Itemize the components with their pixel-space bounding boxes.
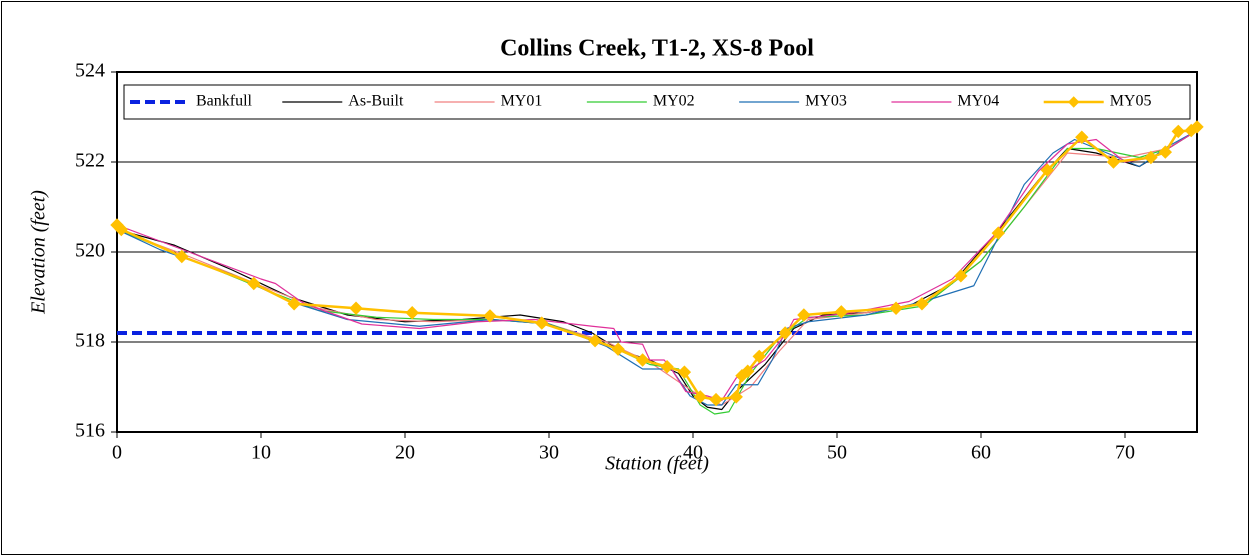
data-point xyxy=(1171,124,1185,139)
data-point xyxy=(114,222,129,237)
data-point xyxy=(954,269,968,283)
data-point xyxy=(287,297,301,311)
y-tick-label: 524 xyxy=(75,60,105,82)
data-point xyxy=(1158,145,1173,159)
legend-label: MY02 xyxy=(653,93,695,110)
series-line xyxy=(116,129,1198,402)
data-point xyxy=(1040,163,1054,177)
legend-label: MY03 xyxy=(805,93,847,110)
x-tick-label: 30 xyxy=(539,442,559,464)
data-point xyxy=(729,390,743,404)
y-tick-label: 522 xyxy=(75,150,105,172)
data-point xyxy=(889,301,903,315)
x-tick-label: 70 xyxy=(1115,442,1135,464)
legend-label: Bankfull xyxy=(196,93,253,110)
data-point xyxy=(709,392,723,407)
legend-label: MY04 xyxy=(957,93,999,110)
data-point xyxy=(1144,150,1158,165)
data-point xyxy=(991,226,1005,240)
data-point xyxy=(175,249,189,264)
data-point xyxy=(349,301,363,315)
legend-label: As-Built xyxy=(348,93,404,110)
chart-title: Collins Creek, T1-2, XS-8 Pool xyxy=(500,36,814,62)
data-point xyxy=(588,333,602,348)
x-tick-label: 40 xyxy=(683,442,703,464)
data-point xyxy=(1106,155,1121,169)
data-point xyxy=(693,390,707,404)
x-axis-label: Station (feet) xyxy=(605,453,709,475)
data-point xyxy=(834,305,849,319)
data-point xyxy=(1075,130,1089,144)
y-tick-label: 518 xyxy=(75,330,105,352)
legend-label: MY01 xyxy=(501,93,543,110)
series-line xyxy=(116,129,1198,406)
legend-label: MY05 xyxy=(1110,93,1152,110)
data-point xyxy=(635,353,650,367)
data-point xyxy=(915,297,929,311)
x-tick-label: 50 xyxy=(827,442,847,464)
y-tick-label: 520 xyxy=(75,240,105,262)
data-point xyxy=(677,365,692,379)
data-point xyxy=(660,360,674,374)
x-tick-label: 0 xyxy=(112,442,122,464)
data-point xyxy=(752,349,766,364)
x-tick-label: 60 xyxy=(971,442,991,464)
y-tick-label: 516 xyxy=(75,420,105,442)
data-point xyxy=(535,316,549,330)
data-point xyxy=(247,276,261,291)
plot-border xyxy=(116,71,1198,433)
data-point xyxy=(797,308,811,322)
data-point xyxy=(1190,120,1204,134)
y-axis-label: Elevation (feet) xyxy=(28,190,50,315)
data-point xyxy=(778,326,792,340)
x-tick-label: 20 xyxy=(395,442,415,464)
data-point xyxy=(741,364,755,378)
data-point xyxy=(611,342,625,356)
data-point xyxy=(405,306,419,320)
legend-marker xyxy=(1068,96,1080,108)
data-point xyxy=(483,309,497,323)
x-tick-label: 10 xyxy=(251,442,271,464)
